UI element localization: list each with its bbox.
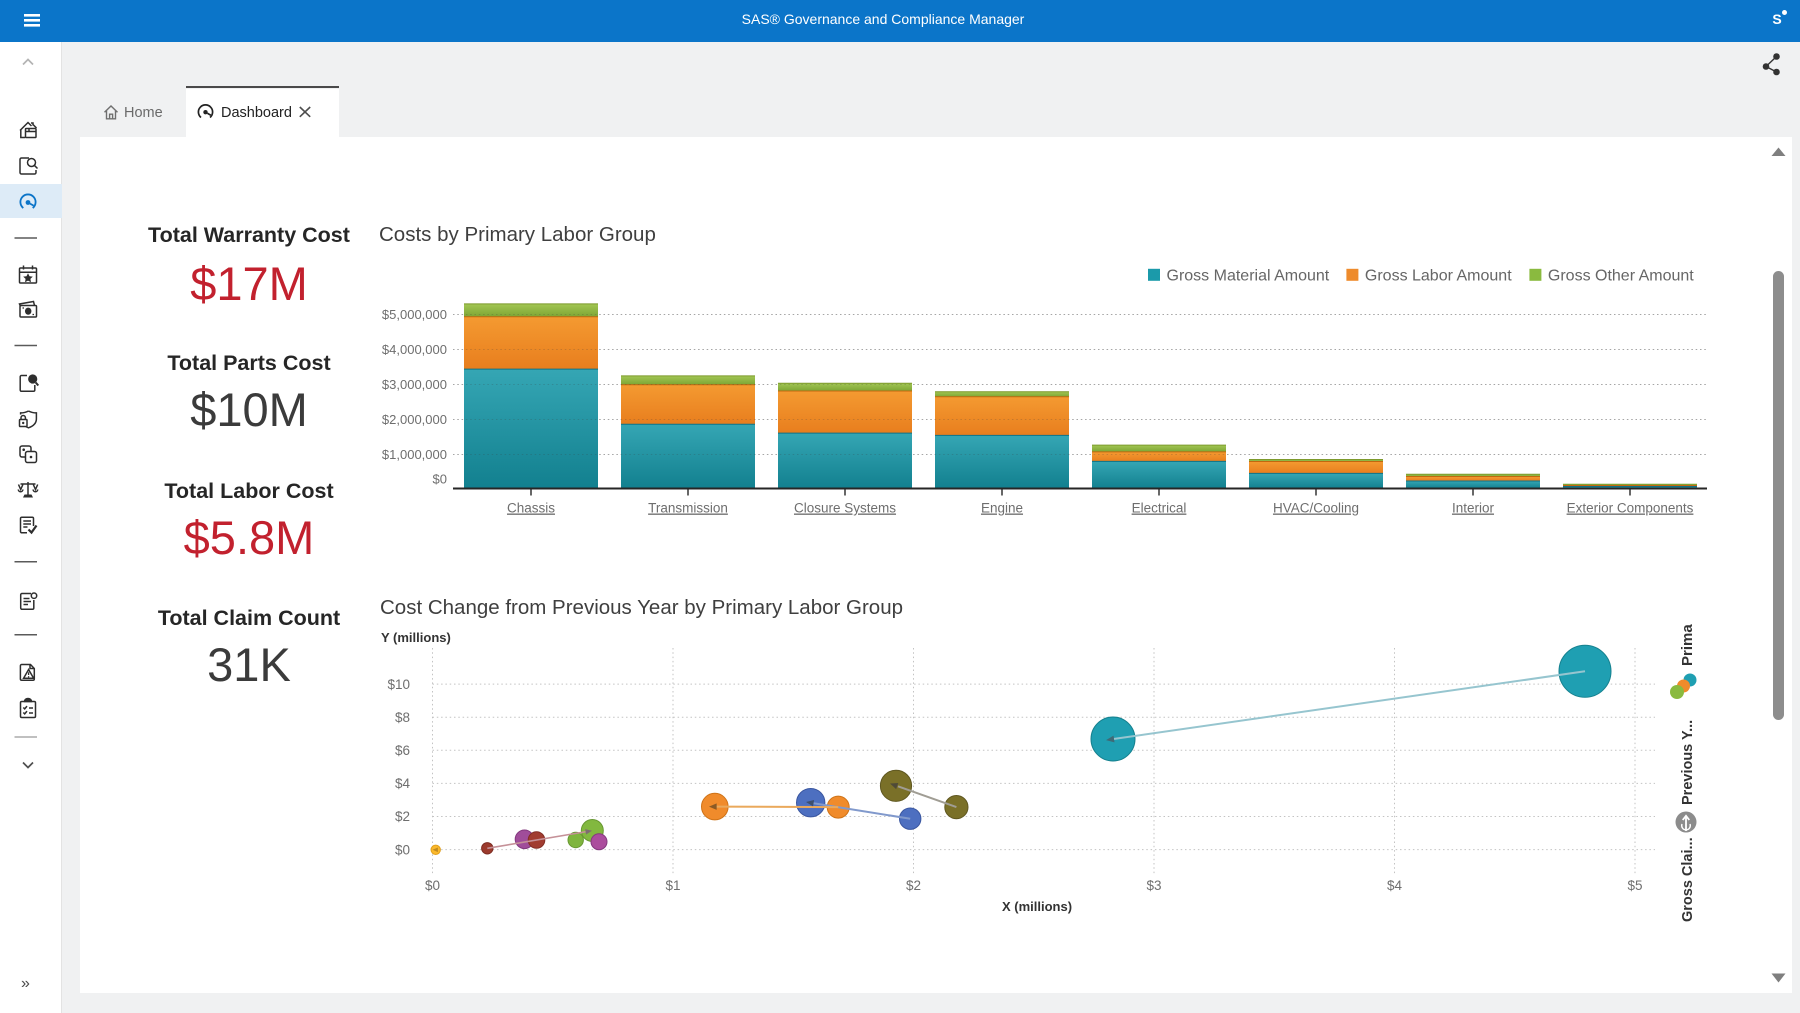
svg-text:Gross Labor Amount: Gross Labor Amount [1365,267,1512,284]
svg-text:»: » [21,975,30,992]
svg-text:$3: $3 [1146,878,1161,893]
svg-text:$3,000,000: $3,000,000 [382,377,447,392]
svg-text:Transmission: Transmission [648,501,728,516]
svg-text:$0: $0 [433,472,447,487]
svg-text:$6: $6 [395,743,410,758]
svg-text:Closure Systems: Closure Systems [794,501,896,516]
svg-text:Interior: Interior [1452,501,1495,516]
svg-text:$4: $4 [1387,878,1403,893]
svg-text:$1: $1 [665,878,680,893]
svg-text:$5: $5 [1627,878,1642,893]
svg-text:Gross Clai...: Gross Clai... [1680,837,1696,922]
svg-text:Exterior Components: Exterior Components [1567,501,1694,516]
svg-text:$4,000,000: $4,000,000 [382,342,447,357]
svg-text:$5,000,000: $5,000,000 [382,307,447,322]
svg-text:Gross Material Amount: Gross Material Amount [1167,267,1330,284]
svg-text:$2,000,000: $2,000,000 [382,412,447,427]
svg-text:$8: $8 [395,710,410,725]
svg-text:Electrical: Electrical [1132,501,1187,516]
svg-text:Gross Other Amount: Gross Other Amount [1548,267,1694,284]
svg-text:$0: $0 [395,842,410,857]
svg-text:$0: $0 [425,878,440,893]
svg-text:$4: $4 [395,776,411,791]
svg-text:Chassis: Chassis [507,501,555,516]
svg-text:$10: $10 [387,677,410,692]
svg-text:$1,000,000: $1,000,000 [382,447,447,462]
svg-text:Prima: Prima [1679,624,1696,666]
svg-text:$2: $2 [395,809,410,824]
svg-text:$2: $2 [906,878,921,893]
svg-text:Previous Y...: Previous Y... [1680,720,1696,805]
svg-text:HVAC/Cooling: HVAC/Cooling [1273,501,1359,516]
svg-text:Engine: Engine [981,501,1023,516]
